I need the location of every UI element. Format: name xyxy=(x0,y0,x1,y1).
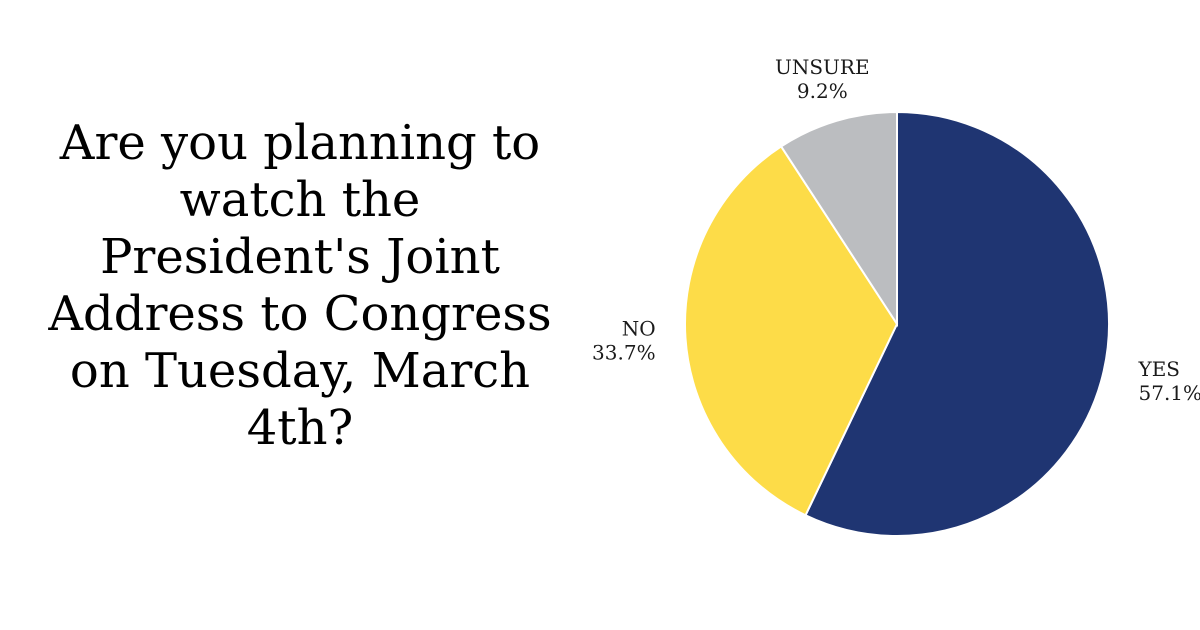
slice-category-label: NO xyxy=(622,316,656,340)
slice-category-label: UNSURE xyxy=(775,55,870,79)
pie-slice-yes xyxy=(804,110,1110,537)
slice-value-label: 33.7% xyxy=(592,340,656,364)
slice-value-label: 57.1% xyxy=(1139,381,1200,405)
pie-slice-unsure xyxy=(779,110,898,328)
slice-value-label: 9.2% xyxy=(797,79,848,103)
pie-slice-no xyxy=(684,145,899,517)
slice-category-label: YES xyxy=(1138,357,1181,381)
poll-question: Are you planning to watch the President'… xyxy=(48,115,552,456)
pie-slices xyxy=(684,110,1110,537)
